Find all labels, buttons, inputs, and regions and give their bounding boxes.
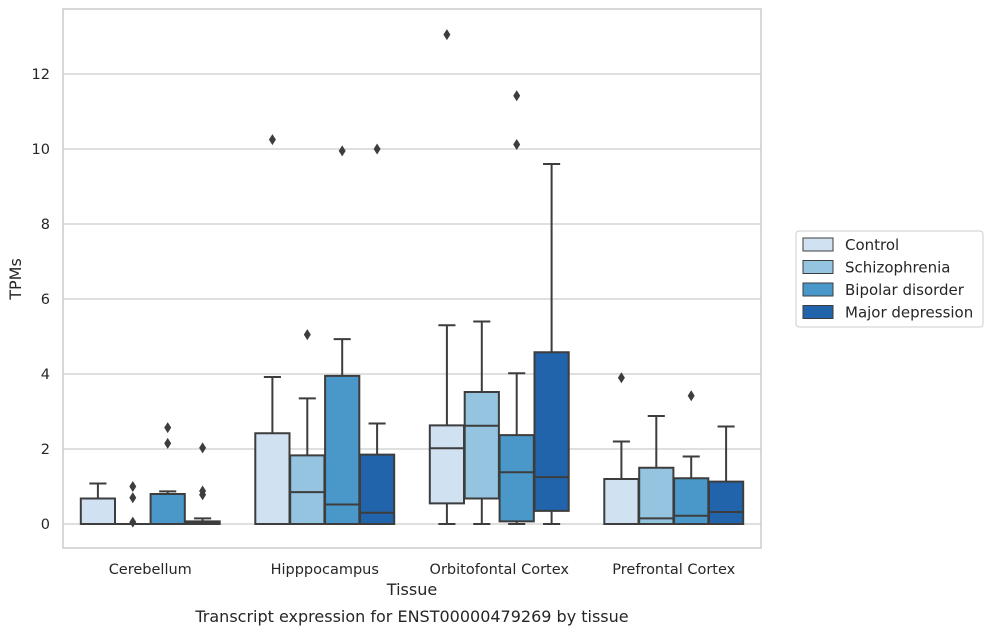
series-control <box>79 29 640 525</box>
box <box>498 90 535 525</box>
y-axis-ticks: 0 2 4 6 8 10 12 <box>32 67 50 533</box>
box-series <box>79 29 745 528</box>
outlier-point <box>164 422 172 434</box>
y-tick-label: 8 <box>41 217 50 233</box>
outlier-point <box>617 372 625 384</box>
y-tick-label: 4 <box>41 367 50 383</box>
box-iqr <box>603 478 640 525</box>
box-iqr <box>498 434 535 523</box>
box-iqr <box>289 454 326 525</box>
outlier-point <box>164 437 172 449</box>
legend-label: Schizophrenia <box>845 259 950 277</box>
box <box>114 481 151 528</box>
outlier-point <box>513 90 521 102</box>
box-iqr <box>638 466 675 525</box>
series-bipolar-disorder <box>149 90 710 525</box>
box <box>254 134 291 525</box>
x-tick-label: Orbitofontal Cortex <box>430 562 570 578</box>
box <box>149 422 186 525</box>
y-tick-label: 12 <box>32 67 50 83</box>
legend-label: Major depression <box>845 304 973 322</box>
box <box>638 415 675 525</box>
box-iqr <box>428 424 466 505</box>
chart-caption: Transcript expression for ENST0000047926… <box>194 607 628 626</box>
box-iqr <box>533 351 570 512</box>
legend-swatch <box>802 260 834 274</box>
box-iqr <box>149 493 186 525</box>
box <box>428 29 466 525</box>
outlier-point <box>687 390 695 402</box>
outlier-point <box>129 492 137 504</box>
plot-frame <box>62 8 762 549</box>
box <box>603 372 640 525</box>
x-tick-label: Prefrontal Cortex <box>612 562 735 578</box>
box <box>79 482 117 525</box>
x-tick-label: Cerebellum <box>109 562 192 578</box>
outlier-point <box>129 481 137 492</box>
outlier-point <box>443 29 451 41</box>
y-tick-label: 2 <box>41 442 50 458</box>
outlier-point <box>129 516 137 528</box>
box-iqr <box>673 477 710 525</box>
outlier-point <box>338 145 346 157</box>
box <box>463 320 500 525</box>
y-tick-label: 6 <box>41 292 50 308</box>
outlier-point <box>199 442 207 454</box>
box-iqr <box>324 374 361 525</box>
box <box>184 442 221 525</box>
box-iqr <box>707 480 745 525</box>
x-tick-label: Hipppocampus <box>271 562 379 578</box>
legend-swatch <box>802 282 834 297</box>
y-tick-label: 0 <box>41 517 50 533</box>
box <box>533 163 570 525</box>
legend-swatch <box>802 305 834 319</box>
legend-label: Bipolar disorder <box>845 281 965 299</box>
outlier-point <box>303 329 311 341</box>
x-axis-label: Tissue <box>386 580 437 599</box>
outlier-point <box>373 143 381 155</box>
series-schizophrenia <box>114 320 675 528</box>
box-iqr <box>463 391 500 500</box>
outlier-point <box>513 139 521 150</box>
box <box>707 425 745 525</box>
box-iqr <box>79 497 117 525</box>
box <box>358 143 396 525</box>
box-iqr <box>254 432 291 525</box>
y-tick-label: 10 <box>32 142 50 158</box>
box <box>673 390 710 525</box>
legend: Control Schizophrenia Bipolar disorder Majo… <box>795 230 984 328</box>
legend-frame <box>795 230 984 328</box>
outlier-point <box>268 134 276 146</box>
box <box>289 329 326 525</box>
outlier-point <box>199 485 207 497</box>
series-major-depression <box>184 143 745 525</box>
legend-swatch <box>802 237 834 252</box>
box <box>324 145 361 525</box>
legend-label: Control <box>845 236 899 254</box>
y-axis-label: TPMs <box>6 258 25 301</box>
x-axis-ticks: Cerebellum Hipppocampus Orbitofontal Corte… <box>109 562 736 578</box>
gridlines <box>63 73 761 525</box>
